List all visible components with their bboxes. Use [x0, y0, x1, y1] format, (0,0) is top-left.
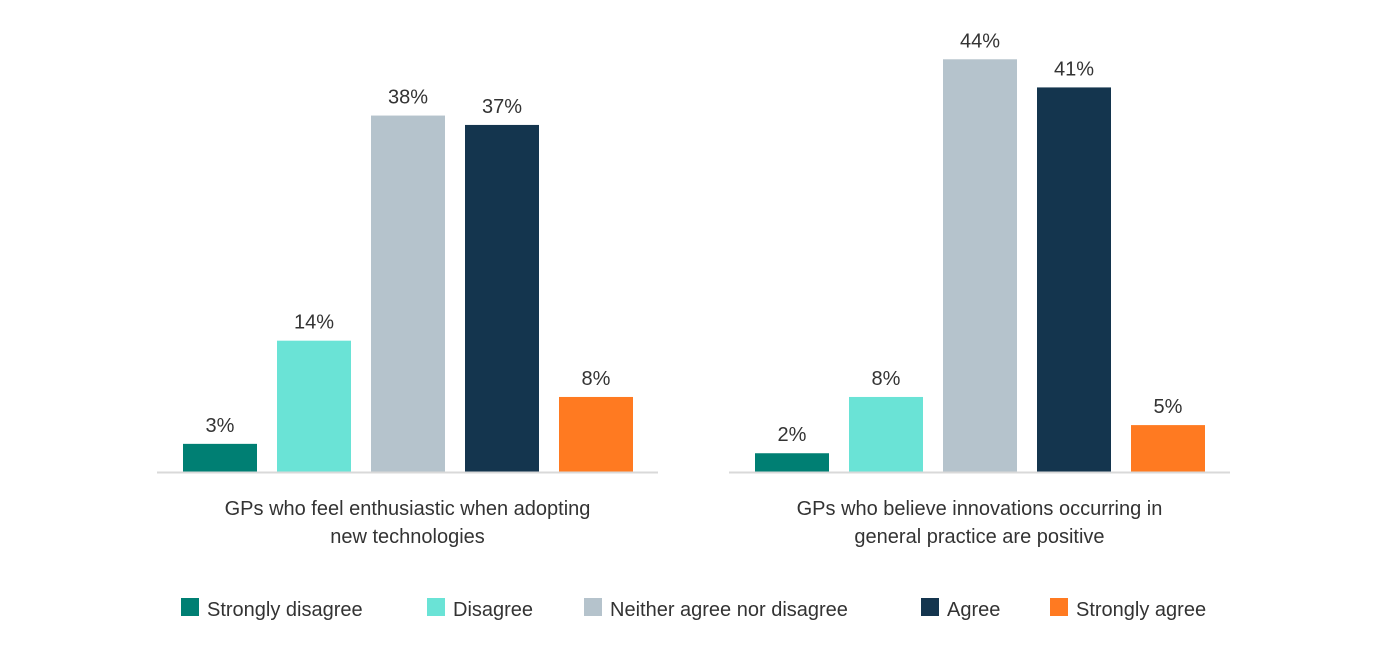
bar-neither-agree-nor-disagree — [943, 59, 1017, 472]
legend-label: Strongly disagree — [207, 599, 363, 621]
data-label: 44% — [960, 30, 1000, 52]
bar-strongly-agree — [559, 396, 633, 472]
legend-swatch — [427, 598, 445, 616]
bar-strongly-disagree — [755, 453, 829, 472]
data-label: 3% — [206, 415, 235, 437]
chart-panel-innovations: 2% 8% 44% 41% 5% GPs who believe innovations … — [729, 30, 1230, 548]
legend-label: Strongly agree — [1076, 599, 1206, 621]
legend-swatch — [181, 598, 199, 616]
category-label: GPs who believe innovations occurring in — [797, 498, 1163, 520]
legend-item-strongly-disagree: Strongly disagree — [181, 598, 363, 621]
legend-label: Agree — [947, 599, 1000, 621]
bar-strongly-agree — [1131, 425, 1205, 472]
data-label: 8% — [582, 368, 611, 390]
bar-disagree — [277, 340, 351, 472]
legend-swatch — [1050, 598, 1068, 616]
category-label: general practice are positive — [854, 526, 1104, 548]
bar-disagree — [849, 396, 923, 472]
data-label: 2% — [778, 424, 807, 446]
bar-agree — [1037, 87, 1111, 473]
bar-neither-agree-nor-disagree — [371, 115, 445, 472]
data-label: 14% — [294, 312, 334, 334]
category-label: GPs who feel enthusiastic when adopting — [225, 498, 591, 520]
legend-item-agree: Agree — [921, 598, 1000, 621]
category-label: new technologies — [330, 526, 485, 548]
legend-item-strongly-agree: Strongly agree — [1050, 598, 1206, 621]
data-label: 38% — [388, 87, 428, 109]
bar-strongly-disagree — [183, 443, 257, 472]
bar-agree — [465, 124, 539, 472]
legend-swatch — [584, 598, 602, 616]
data-label: 5% — [1154, 396, 1183, 418]
legend-label: Disagree — [453, 599, 533, 621]
chart-panel-enthusiastic: 3% 14% 38% 37% 8% GPs who feel enthusiastic w… — [157, 87, 658, 548]
legend-item-neither-agree-nor-disagree: Neither agree nor disagree — [584, 598, 848, 621]
legend-item-disagree: Disagree — [427, 598, 533, 621]
data-label: 41% — [1054, 58, 1094, 80]
legend-label: Neither agree nor disagree — [610, 599, 848, 621]
data-label: 8% — [872, 368, 901, 390]
legend-swatch — [921, 598, 939, 616]
legend: Strongly disagree Disagree Neither agree n… — [181, 598, 1206, 621]
data-label: 37% — [482, 96, 522, 118]
